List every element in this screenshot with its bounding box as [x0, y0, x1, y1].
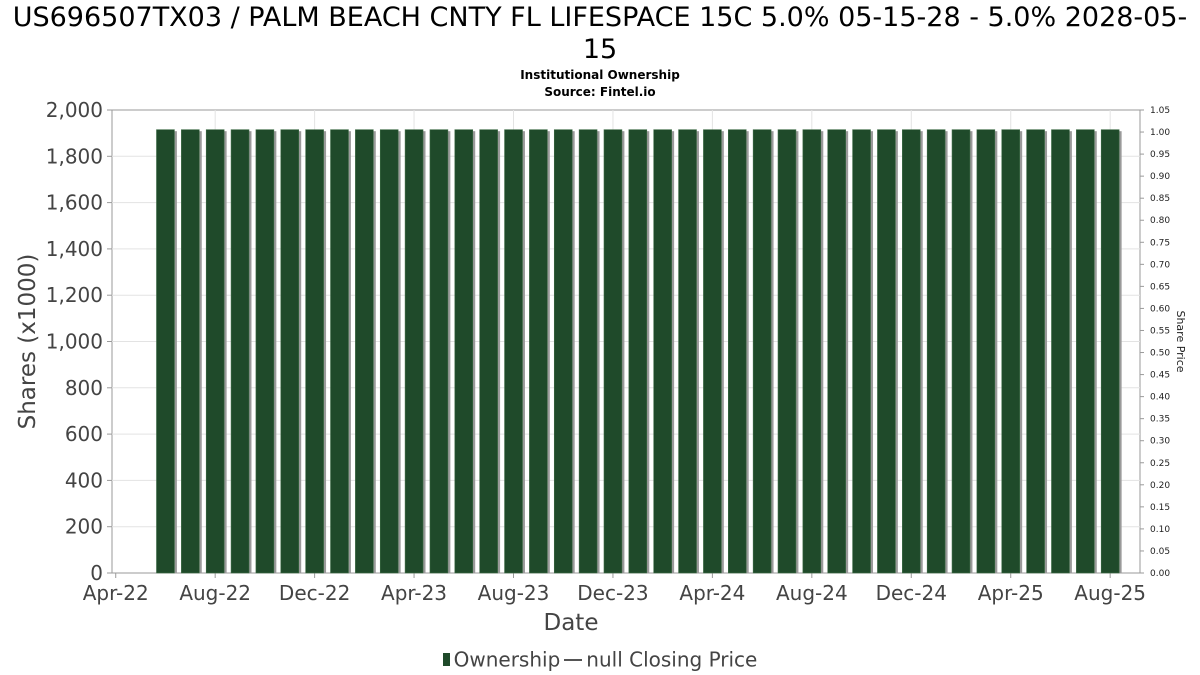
closing-price-legend-line [564, 658, 583, 661]
ownership-bar [926, 129, 946, 574]
ownership-bar [379, 129, 399, 574]
y-tick-label: 400 [65, 468, 103, 492]
ownership-bar [504, 129, 523, 574]
ownership-bar [280, 129, 300, 574]
y2-tick-label: 0.15 [1150, 503, 1170, 513]
ownership-bar [1026, 129, 1045, 574]
y2-tick-label: 1.00 [1150, 128, 1170, 138]
y2-tick-label: 0.65 [1150, 282, 1170, 292]
y-tick-label: 200 [65, 515, 103, 539]
ownership-bar [1100, 129, 1120, 574]
chart-subtitle: Institutional Ownership [520, 68, 680, 82]
y-tick-label: 600 [65, 422, 103, 446]
y2-tick-label: 1.05 [1150, 106, 1170, 116]
ownership-bar [976, 129, 996, 574]
ownership-bar [951, 129, 971, 574]
x-tick-label: Aug-25 [1074, 581, 1146, 605]
ownership-bar [877, 129, 896, 574]
x-tick-label: Aug-22 [179, 581, 251, 605]
x-tick-label: Apr-22 [83, 581, 149, 605]
y2-tick-label: 0.10 [1150, 525, 1170, 535]
y-tick-label: 800 [65, 376, 103, 400]
y-tick-label: 1,800 [46, 144, 103, 168]
y2-tick-label: 0.55 [1150, 326, 1170, 336]
x-tick-label: Aug-24 [776, 581, 848, 605]
ownership-bar [852, 129, 871, 574]
x-tick-label: Apr-25 [978, 581, 1044, 605]
y2-tick-label: 0.00 [1150, 569, 1170, 579]
y2-tick-label: 0.45 [1150, 371, 1170, 381]
y2-tick-label: 0.60 [1150, 304, 1170, 314]
y2-tick-label: 0.85 [1150, 194, 1170, 204]
ownership-bar [355, 129, 374, 574]
y-tick-label: 0 [90, 561, 103, 585]
ownership-bar [454, 129, 474, 574]
ownership-bar [603, 129, 623, 574]
ownership-bar [1076, 129, 1095, 574]
ownership-bar [330, 129, 349, 574]
ownership-legend-swatch [442, 653, 450, 666]
y2-axis-title: Share Price [1174, 310, 1187, 372]
ownership-bar [255, 129, 275, 574]
ownership-bar [156, 129, 175, 574]
ownership-bar [578, 129, 598, 574]
x-tick-label: Dec-22 [279, 581, 350, 605]
y-tick-label: 1,400 [46, 237, 103, 261]
y2-tick-label: 0.40 [1150, 393, 1170, 403]
y2-tick-label: 0.05 [1150, 547, 1170, 557]
ownership-bar [902, 129, 921, 574]
y2-tick-label: 0.35 [1150, 415, 1170, 425]
ownership-bar [553, 129, 573, 574]
ownership-legend-label: Ownership [453, 647, 561, 672]
y2-tick-label: 0.80 [1150, 216, 1170, 226]
ownership-bar [1001, 129, 1020, 574]
y2-tick-label: 0.75 [1150, 238, 1170, 248]
closing-price-legend-label: null Closing Price [586, 647, 758, 672]
ownership-bar [802, 129, 822, 574]
ownership-bar [529, 129, 548, 574]
x-tick-label: Apr-24 [679, 581, 745, 605]
y2-tick-label: 0.50 [1150, 349, 1170, 359]
ownership-bar [479, 129, 498, 574]
y-tick-label: 2,000 [46, 98, 103, 122]
x-tick-label: Apr-23 [381, 581, 447, 605]
y-tick-label: 1,000 [46, 330, 103, 354]
ownership-bar [728, 129, 747, 574]
ownership-bar [305, 129, 324, 574]
chart-title: US696507TX03 / PALM BEACH CNTY FL LIFESP… [12, 2, 1188, 65]
chart-source: Source: Fintel.io [544, 85, 656, 99]
chart-legend: Ownership null Closing Price [0, 646, 1200, 672]
ownership-bar [628, 129, 648, 574]
y-axis-title: Shares (x1000) [15, 254, 41, 430]
ownership-bar [827, 129, 846, 574]
ownership-bar [205, 129, 225, 574]
ownership-bar [653, 129, 672, 574]
ownership-bar [181, 129, 200, 574]
y-tick-label: 1,200 [46, 283, 103, 307]
x-tick-label: Dec-24 [876, 581, 947, 605]
y-tick-label: 1,600 [46, 191, 103, 215]
ownership-bar [752, 129, 772, 574]
y2-tick-label: 0.90 [1150, 172, 1170, 182]
y2-tick-label: 0.70 [1150, 260, 1170, 270]
ownership-bar [777, 129, 797, 574]
x-tick-label: Dec-23 [577, 581, 648, 605]
ownership-bar [404, 129, 424, 574]
y2-tick-label: 0.95 [1150, 150, 1170, 160]
ownership-bar [703, 129, 722, 574]
ownership-bar [429, 129, 449, 574]
ownership-bar [230, 129, 250, 574]
x-tick-label: Aug-23 [478, 581, 550, 605]
y2-tick-label: 0.25 [1150, 459, 1170, 469]
y2-tick-label: 0.30 [1150, 437, 1170, 447]
x-axis-title: Date [544, 610, 599, 636]
ownership-bar [1051, 129, 1070, 574]
y2-tick-label: 0.20 [1150, 481, 1170, 491]
ownership-bar [678, 129, 697, 574]
